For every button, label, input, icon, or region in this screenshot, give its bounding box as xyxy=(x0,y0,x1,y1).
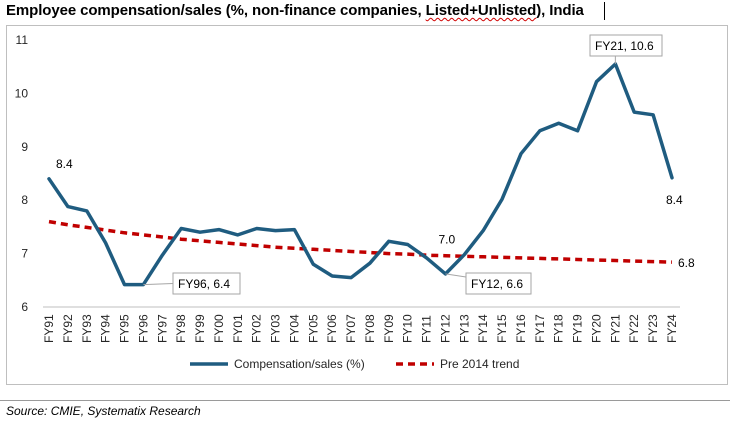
source-divider xyxy=(0,400,730,401)
callout-label-fy21: FY21, 10.6 xyxy=(595,39,654,53)
callout-label-fy12: FY12, 6.6 xyxy=(471,277,523,291)
x-tick-label: FY00 xyxy=(212,314,226,343)
x-tick-label: FY02 xyxy=(250,314,264,343)
y-tick-label: 8 xyxy=(21,193,28,207)
chart-title: Employee compensation/sales (%, non-fina… xyxy=(6,2,584,19)
x-tick-label: FY22 xyxy=(627,314,641,343)
y-tick-label: 6 xyxy=(21,300,28,314)
x-tick-label: FY11 xyxy=(420,315,434,343)
x-tick-label: FY92 xyxy=(61,314,75,343)
callout-box-fy21 xyxy=(589,34,663,57)
callout-box-fy96 xyxy=(172,272,241,295)
x-tick-label: FY91 xyxy=(42,314,56,343)
callout-leader-fy96 xyxy=(143,283,174,286)
x-tick-label: FY01 xyxy=(231,314,245,343)
callout-box-fy12 xyxy=(465,272,532,295)
y-tick-label: 9 xyxy=(21,140,28,154)
data-label-trend-fy24: 6.8 xyxy=(678,256,695,270)
x-tick-label: FY06 xyxy=(325,314,339,343)
x-tick-label: FY18 xyxy=(552,314,566,343)
x-tick-label: FY97 xyxy=(155,314,169,343)
legend-label-compensation: Compensation/sales (%) xyxy=(234,357,365,371)
title-part-spellcheck: Listed+Unlisted xyxy=(425,2,537,19)
chart-frame xyxy=(6,25,728,385)
x-tick-label: FY20 xyxy=(589,314,603,343)
x-tick-label: FY03 xyxy=(269,314,283,343)
y-tick-label: 7 xyxy=(21,247,28,261)
data-label-trend-fy12: 7.0 xyxy=(438,233,455,247)
x-tick-label: FY16 xyxy=(514,314,528,343)
x-tick-label: FY12 xyxy=(438,314,452,343)
y-tick-label: 10 xyxy=(15,86,29,100)
x-tick-label: FY19 xyxy=(571,314,585,343)
x-tick-label: FY24 xyxy=(665,314,679,343)
x-tick-label: FY09 xyxy=(382,314,396,343)
legend-label-trend: Pre 2014 trend xyxy=(440,357,519,371)
x-tick-label: FY96 xyxy=(136,314,150,343)
x-tick-label: FY08 xyxy=(363,314,377,343)
x-tick-label: FY10 xyxy=(401,314,415,343)
x-tick-label: FY99 xyxy=(193,314,207,343)
x-tick-label: FY07 xyxy=(344,314,358,343)
x-tick-label: FY94 xyxy=(99,314,113,343)
data-label-fy24: 8.4 xyxy=(666,193,683,207)
data-label-fy91: 8.4 xyxy=(56,157,73,171)
x-tick-label: FY04 xyxy=(287,314,301,343)
x-tick-label: FY17 xyxy=(533,314,547,343)
y-tick-label: 11 xyxy=(16,33,29,47)
callout-label-fy96: FY96, 6.4 xyxy=(178,277,230,291)
x-tick-label: FY93 xyxy=(80,314,94,343)
x-tick-label: FY95 xyxy=(118,314,132,343)
text-cursor xyxy=(604,2,605,20)
source-note: Source: CMIE, Systematix Research xyxy=(6,404,201,418)
x-tick-label: FY05 xyxy=(306,314,320,343)
x-tick-label: FY21 xyxy=(608,314,622,343)
title-part-3: ), India xyxy=(536,2,584,19)
x-tick-label: FY98 xyxy=(174,314,188,343)
compensation-series-line xyxy=(47,62,674,287)
x-tick-label: FY14 xyxy=(476,314,490,343)
x-tick-label: FY15 xyxy=(495,314,509,343)
x-tick-label: FY23 xyxy=(646,314,660,343)
callout-leader-fy12 xyxy=(445,273,467,278)
title-part-1: Employee compensation/sales (%, non-fina… xyxy=(6,2,426,19)
trend-series-line xyxy=(48,219,673,264)
x-tick-label: FY13 xyxy=(457,314,471,343)
